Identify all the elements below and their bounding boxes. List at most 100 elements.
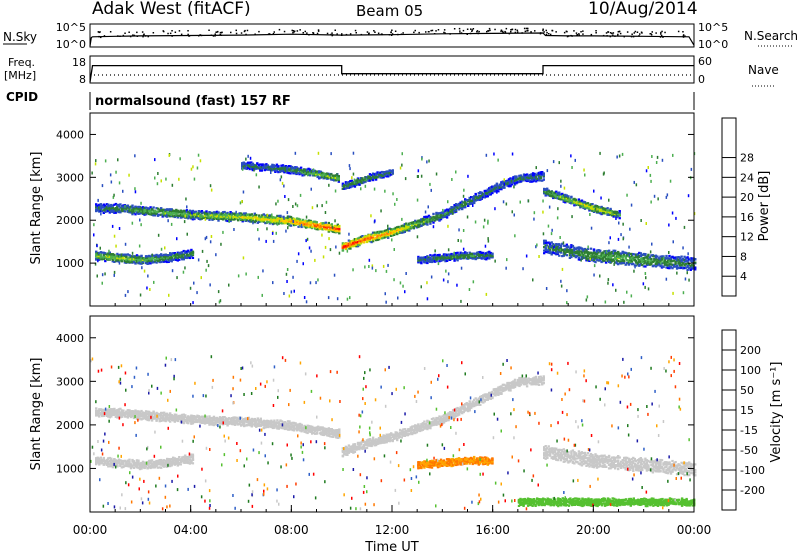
range-cell [172,211,175,214]
scatter-cell [633,180,635,184]
range-cell [281,169,285,172]
range-cell [307,170,310,173]
range-cell [304,169,307,172]
range-cell [471,257,474,260]
range-cell [241,220,244,223]
range-cell [355,183,358,186]
range-cell [433,253,437,256]
range-cell [285,221,288,224]
range-cell [248,164,251,168]
range-cell [271,216,275,219]
range-cell [471,199,474,202]
range-cell [591,259,594,262]
scatter-cell [616,155,618,159]
range-cell [552,247,555,251]
range-cell [131,211,134,214]
range-cell [194,215,198,218]
range-cell [349,244,352,247]
range-cell [558,191,561,194]
range-cell [315,225,318,228]
noise-dot [219,33,221,36]
range-cell [600,257,603,260]
range-cell [691,257,694,260]
range-cell [648,256,652,259]
range-cell [298,219,302,222]
range-cell [304,224,308,227]
range-cell [129,209,133,212]
range-cell [250,164,253,167]
range-cell [212,215,216,218]
range-cell [598,208,602,211]
range-cell [430,217,434,220]
range-cell [235,214,238,217]
range-cell [447,253,450,256]
range-cell [355,238,358,241]
range-cell [297,220,300,223]
range-cell [150,259,154,262]
range-cell [126,253,130,256]
range-cell [371,175,375,178]
range-cell [405,223,408,226]
noise-dot [433,33,436,35]
range-cell [105,256,108,259]
range-cell [267,220,270,223]
range-cell [301,220,305,223]
range-cell [577,256,581,259]
range-cell [666,257,670,260]
scatter-cell [209,184,212,188]
noise-dot [650,33,652,35]
range-cell [238,215,241,218]
scatter-cell [633,269,635,273]
range-cell [287,168,291,171]
range-cell [355,239,358,242]
range-cell [451,208,455,211]
range-cell [683,260,686,263]
range-cell [172,254,175,257]
range-cell [379,176,382,179]
range-cell [562,199,565,202]
range-cell [137,210,140,213]
range-cell [141,210,145,213]
range-cell [120,205,124,208]
range-cell [132,259,136,262]
range-cell [155,210,158,214]
range-cell [350,245,354,248]
range-cell [595,250,599,253]
range-cell [223,217,226,220]
range-cell [629,260,632,263]
range-cell [261,219,264,222]
range-cell [358,239,361,242]
range-cell [580,253,584,256]
range-cell [615,211,618,214]
noise-right-tick-top: 10^5 [698,21,728,34]
range-cell [135,207,139,210]
range-cell [454,255,458,258]
range-cell [119,257,122,260]
scatter-cell [138,244,141,248]
range-cell [588,207,591,210]
range-cell [173,215,176,219]
range-cell [588,203,591,206]
range-cell [370,174,373,177]
range-cell [454,252,458,255]
noise-dot [330,33,332,36]
range-cell [184,210,187,213]
scatter-cell [219,299,222,303]
noise-dot [632,35,635,38]
range-cell [456,207,459,210]
range-cell [147,209,151,213]
range-cell [503,180,506,184]
range-cell [588,259,591,262]
range-cell [516,181,520,184]
range-cell [242,163,245,166]
range-cell [371,177,375,180]
range-cell [485,195,488,198]
range-cell [270,216,273,219]
range-cell [101,209,104,212]
scatter-cell [649,250,652,254]
range-cell [591,205,594,208]
range-cell [120,209,124,212]
range-cell [491,185,494,188]
range-cell [598,259,602,262]
range-cell [184,216,187,219]
